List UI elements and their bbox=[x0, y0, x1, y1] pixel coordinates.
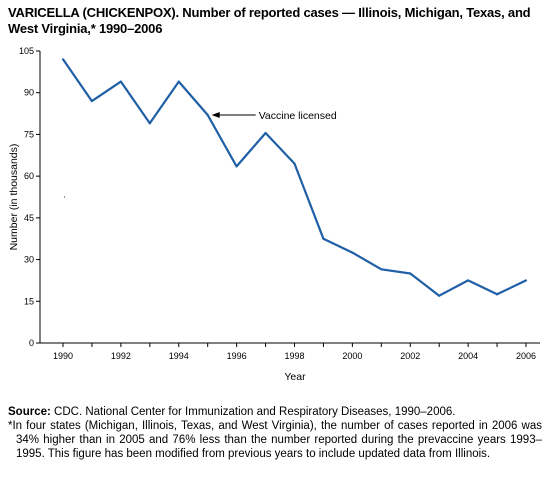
x-tick-label: 2004 bbox=[458, 351, 478, 361]
y-tick-label: 15 bbox=[24, 296, 34, 306]
x-axis-title: Year bbox=[284, 371, 306, 383]
footnote-mark: * bbox=[8, 420, 13, 432]
data-points bbox=[61, 58, 528, 297]
data-point bbox=[119, 80, 122, 83]
annotation-arrow-head bbox=[211, 111, 220, 118]
y-tick-label: 45 bbox=[24, 213, 34, 223]
y-tick-label: 75 bbox=[24, 129, 34, 139]
stray-dot bbox=[63, 196, 66, 198]
source-label: Source: bbox=[8, 406, 51, 418]
data-point bbox=[524, 279, 528, 282]
source-text: CDC. National Center for Immunization an… bbox=[54, 406, 456, 418]
y-axis: 0 15 30 45 60 75 90 105 bbox=[19, 46, 41, 348]
data-point bbox=[409, 272, 412, 275]
chart-title: VARICELLA (CHICKENPOX). Number of report… bbox=[8, 5, 531, 36]
x-tick-label: 2000 bbox=[342, 351, 362, 361]
data-point bbox=[495, 293, 499, 296]
data-point bbox=[467, 279, 470, 282]
y-tick-label: 60 bbox=[24, 171, 34, 181]
data-point bbox=[177, 80, 180, 83]
series-line bbox=[62, 58, 527, 297]
y-tick-label: 30 bbox=[24, 255, 34, 265]
data-point bbox=[90, 99, 94, 103]
y-tick-label: 0 bbox=[29, 338, 34, 348]
y-tick-label: 105 bbox=[19, 46, 34, 56]
footnote: *In four states (Michigan, Illinois, Tex… bbox=[8, 419, 542, 461]
source-line: Source: CDC. National Center for Immuniz… bbox=[8, 405, 542, 419]
x-tick-label: 1990 bbox=[53, 351, 73, 361]
data-point bbox=[380, 268, 383, 271]
x-tick-label: 1998 bbox=[284, 351, 304, 361]
data-point bbox=[351, 251, 354, 254]
x-tick-label: 2002 bbox=[400, 351, 420, 361]
data-point bbox=[148, 122, 151, 125]
data-point bbox=[438, 294, 441, 297]
data-point bbox=[264, 131, 267, 135]
y-tick-label: 90 bbox=[24, 88, 34, 98]
annotation-label: Vaccine licensed bbox=[259, 110, 337, 122]
x-tick-label: 1996 bbox=[227, 351, 247, 361]
x-tick-label: 1994 bbox=[169, 351, 189, 361]
data-point bbox=[206, 113, 209, 117]
data-point bbox=[235, 165, 238, 168]
data-point bbox=[61, 58, 65, 61]
x-tick-label: 2006 bbox=[516, 351, 536, 361]
x-tick-label: 1992 bbox=[111, 351, 131, 361]
y-axis-title: Number (in thousands) bbox=[8, 144, 20, 251]
data-point bbox=[322, 237, 325, 240]
line-chart: 0 15 30 45 60 75 90 105 1990 1992 1994 1996 1998 200… bbox=[8, 46, 540, 383]
data-point bbox=[293, 162, 296, 165]
x-axis: 1990 1992 1994 1996 1998 2000 2002 2004 2006 bbox=[40, 342, 540, 361]
annotation: Vaccine licensed bbox=[211, 110, 337, 122]
footnote-text: In four states (Michigan, Illinois, Texa… bbox=[12, 420, 542, 460]
